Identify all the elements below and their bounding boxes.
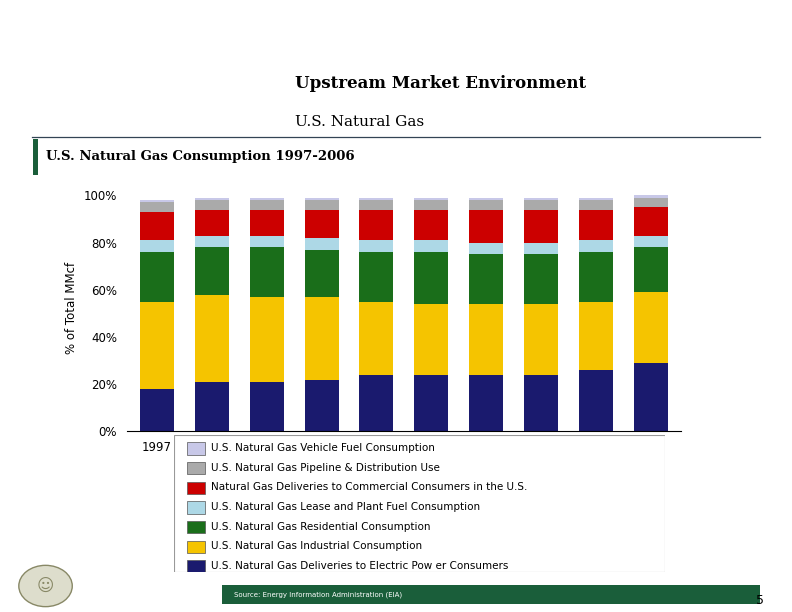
Bar: [305, 200, 339, 209]
Bar: [634, 236, 668, 247]
Text: U.S. Natural Gas Pipeline & Distribution Use: U.S. Natural Gas Pipeline & Distribution…: [211, 463, 440, 472]
Bar: [195, 209, 229, 236]
Bar: [524, 198, 558, 200]
Bar: [579, 200, 613, 209]
Text: U.S. Natural Gas Vehicle Fuel Consumption: U.S. Natural Gas Vehicle Fuel Consumptio…: [211, 443, 435, 453]
Bar: [305, 238, 339, 250]
Text: Natural Gas Deliveries to Commercial Consumers in the U.S.: Natural Gas Deliveries to Commercial Con…: [211, 482, 527, 492]
Bar: [414, 200, 448, 209]
Bar: [249, 209, 284, 236]
Bar: [305, 250, 339, 297]
Bar: [469, 375, 503, 431]
Bar: [140, 212, 174, 241]
Text: 5: 5: [756, 594, 764, 607]
Bar: [414, 304, 448, 375]
Bar: [634, 207, 668, 236]
Bar: [187, 482, 205, 494]
Bar: [222, 585, 760, 603]
Bar: [414, 209, 448, 241]
Bar: [195, 200, 229, 209]
Bar: [360, 200, 394, 209]
Bar: [469, 304, 503, 375]
Text: Source: Energy Information Administration (EIA): Source: Energy Information Administratio…: [234, 591, 402, 598]
Bar: [634, 195, 668, 198]
Bar: [187, 501, 205, 514]
Text: Upstream Market Environment: Upstream Market Environment: [295, 75, 586, 92]
Bar: [579, 370, 613, 431]
Bar: [360, 302, 394, 375]
Bar: [249, 198, 284, 200]
Text: U.S. Natural Gas Deliveries to Electric Pow er Consumers: U.S. Natural Gas Deliveries to Electric …: [211, 561, 508, 571]
Bar: [249, 382, 284, 431]
Y-axis label: % of Total MMcf: % of Total MMcf: [65, 261, 78, 354]
Bar: [634, 198, 668, 207]
Bar: [140, 241, 174, 252]
Bar: [414, 198, 448, 200]
Bar: [249, 297, 284, 382]
Bar: [524, 242, 558, 255]
Bar: [305, 297, 339, 379]
Bar: [360, 209, 394, 241]
Circle shape: [19, 565, 72, 606]
Bar: [305, 209, 339, 238]
Bar: [140, 302, 174, 389]
Bar: [187, 541, 205, 553]
Bar: [195, 198, 229, 200]
Bar: [469, 209, 503, 242]
Bar: [524, 375, 558, 431]
Bar: [414, 241, 448, 252]
Text: U.S. Natural Gas Industrial Consumption: U.S. Natural Gas Industrial Consumption: [211, 541, 422, 551]
Bar: [414, 375, 448, 431]
Bar: [360, 375, 394, 431]
Bar: [360, 241, 394, 252]
Bar: [195, 247, 229, 294]
Bar: [140, 203, 174, 212]
Bar: [524, 255, 558, 304]
Bar: [579, 241, 613, 252]
Text: ☺: ☺: [37, 577, 54, 595]
Bar: [524, 304, 558, 375]
Bar: [140, 252, 174, 302]
Text: U.S. Natural Gas Residential Consumption: U.S. Natural Gas Residential Consumption: [211, 521, 431, 532]
Bar: [634, 363, 668, 431]
Bar: [414, 252, 448, 304]
Bar: [187, 561, 205, 573]
Text: U.S. Natural Gas Lease and Plant Fuel Consumption: U.S. Natural Gas Lease and Plant Fuel Co…: [211, 502, 480, 512]
Bar: [187, 462, 205, 474]
Bar: [305, 379, 339, 431]
Bar: [524, 209, 558, 242]
Bar: [360, 252, 394, 302]
Bar: [305, 198, 339, 200]
Bar: [469, 200, 503, 209]
Bar: [469, 255, 503, 304]
Bar: [140, 200, 174, 203]
Bar: [195, 382, 229, 431]
Bar: [187, 442, 205, 455]
Bar: [140, 389, 174, 431]
Bar: [195, 236, 229, 247]
Bar: [469, 242, 503, 255]
Bar: [33, 139, 38, 175]
Bar: [579, 209, 613, 241]
Text: U.S. Natural Gas Consumption 1997-2006: U.S. Natural Gas Consumption 1997-2006: [46, 149, 355, 163]
Bar: [579, 198, 613, 200]
Bar: [249, 247, 284, 297]
Bar: [524, 200, 558, 209]
Text: U.S. Natural Gas: U.S. Natural Gas: [295, 115, 424, 129]
Bar: [634, 292, 668, 363]
Bar: [249, 236, 284, 247]
Bar: [187, 521, 205, 534]
Bar: [195, 294, 229, 382]
Bar: [634, 247, 668, 292]
Bar: [579, 252, 613, 302]
Bar: [579, 302, 613, 370]
Bar: [249, 200, 284, 209]
Bar: [469, 198, 503, 200]
Bar: [360, 198, 394, 200]
